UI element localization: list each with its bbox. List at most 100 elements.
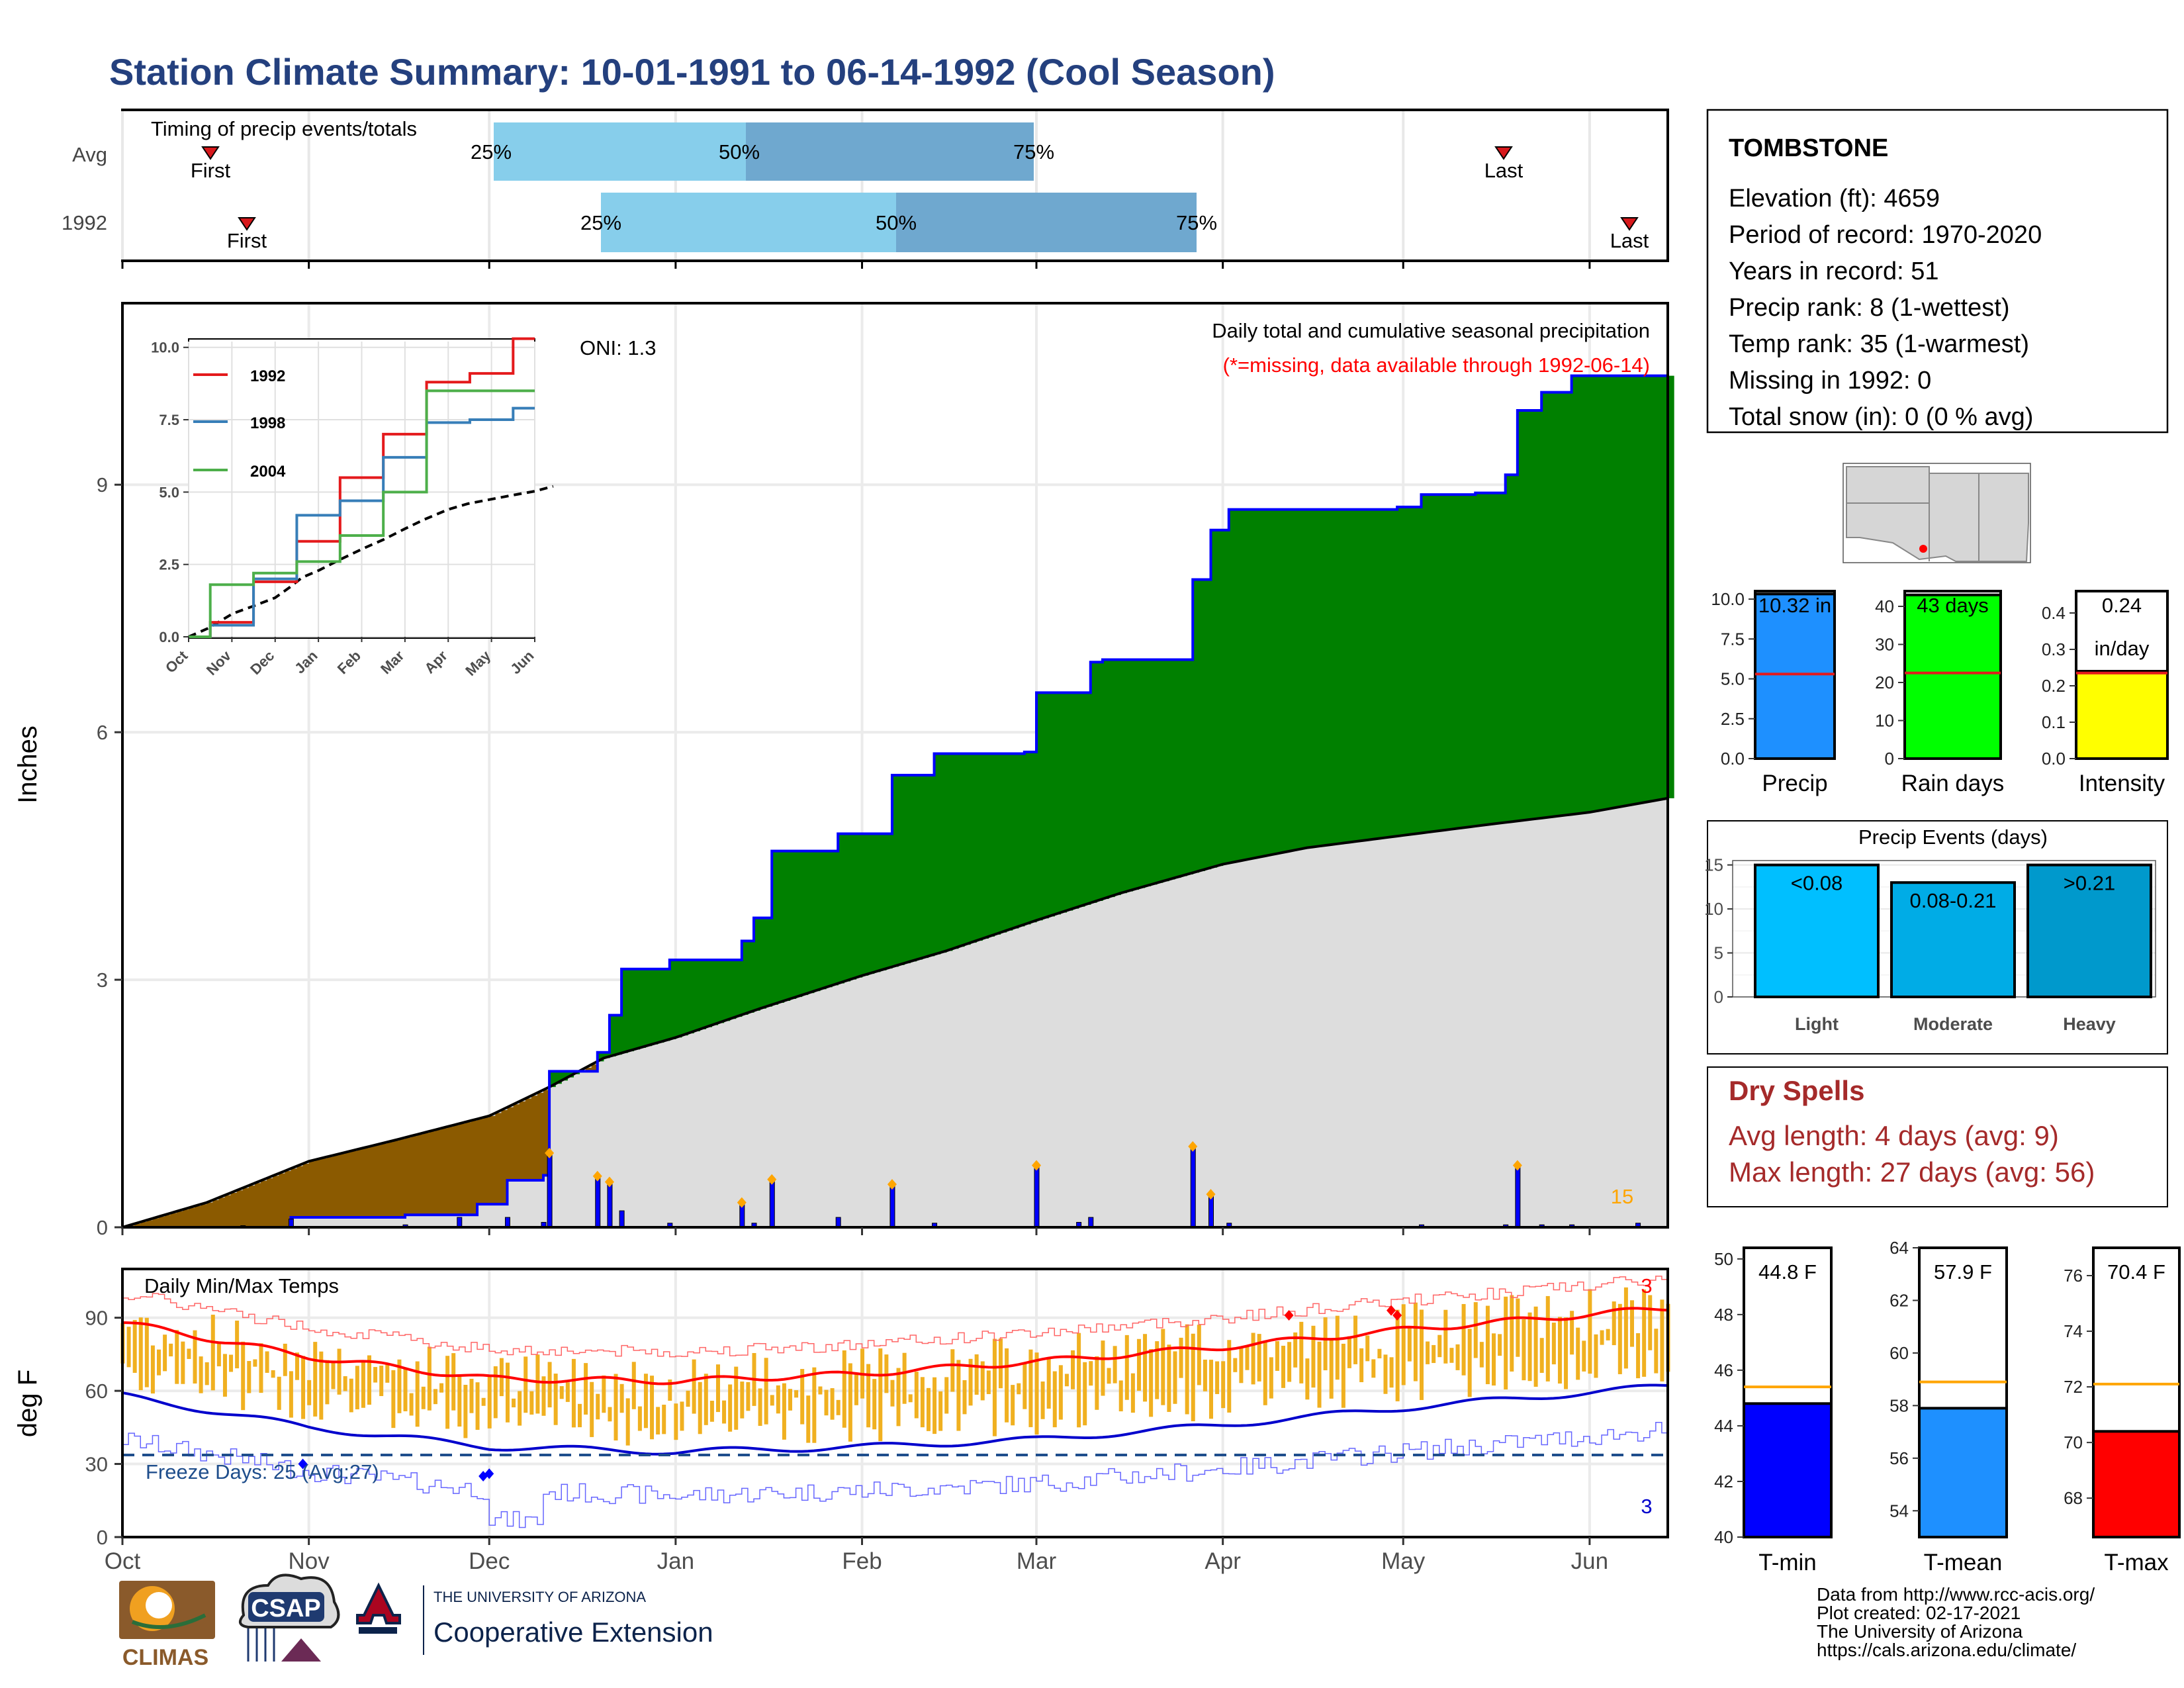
daily-temp-bar [1215,1361,1220,1394]
daily-temp-bar [1485,1305,1490,1385]
daily-temp-bar [181,1341,185,1384]
daily-temp-bar [1101,1340,1105,1396]
timing-avg-q50-q75-bar [746,122,1034,181]
freeze-days-label: Freeze Days: 25 (Avg:27) [146,1460,379,1483]
daily-temp-bar [157,1349,161,1376]
daily-temp-bar [1064,1374,1069,1387]
temp-ytick-label: 90 [85,1307,108,1330]
temp-summary-ytick-label: 62 [1889,1290,1909,1310]
summary-ytick-label: 0.1 [2042,712,2066,732]
daily-temp-bar [902,1352,907,1404]
daily-temp-bar [175,1330,179,1384]
daily-temp-bar [187,1348,191,1359]
inset-ytick-label: 0.0 [159,629,179,645]
event-bar-value: 0.08-0.21 [1910,889,1997,912]
avg-max-line [122,1307,1668,1385]
temp-summary-value: 57.9 F [1934,1260,1992,1284]
precip-ytick-label: 6 [97,721,108,744]
summary-ytick-label: 0 [1885,749,1894,769]
daily-temp-bar [764,1358,768,1425]
temp-summary-ytick-label: 50 [1714,1249,1733,1269]
daily-temp-bar [241,1341,246,1411]
daily-temp-bar [668,1379,672,1401]
daily-temp-bar [938,1391,943,1431]
daily-temp-bar [986,1370,991,1395]
month-label: Oct [105,1548,141,1574]
timing-panel: Timing of precip events/totals Avg 1992 … [62,109,1669,269]
daily-temp-bar [1185,1324,1189,1415]
daily-temp-bar [1600,1330,1604,1345]
record-high-marker [1387,1305,1396,1316]
summary-ytick-label: 30 [1875,635,1894,655]
heavy-event-marker [737,1197,747,1208]
daily-temp-bar [1479,1342,1484,1368]
event-bar-label: Light [1795,1014,1839,1034]
daily-temp-bar [403,1368,408,1411]
daily-temp-bar [487,1376,492,1429]
daily-temp-bar [1347,1336,1351,1368]
temp-summary-bar-t-mean [1918,1407,2008,1539]
daily-temp-bar [584,1363,588,1415]
timing-1992-q25-q50-bar [601,193,896,252]
daily-temp-bar [265,1351,269,1373]
daily-precip-bar [769,1179,775,1228]
daily-temp-bar [1617,1303,1622,1374]
csap-logo-text: CSAP [251,1595,321,1622]
temp-summary-label: T-mean [1924,1550,2003,1575]
daily-temp-bar [1353,1315,1358,1364]
cumulative-precip-line [122,374,1668,1229]
daily-temp-bar [1564,1317,1569,1389]
info-snow: Total snow (in): 0 (0 % avg) [1729,403,2033,431]
temp-panel: 0 30 60 90 Oct Nov Dec Jan Feb Mar Apr May Jun Daily… [13,1268,1670,1574]
summary-ytick-label: 0.0 [2042,749,2066,769]
daily-temp-bar [1275,1340,1279,1371]
daily-temp-bar [1071,1350,1075,1389]
event-bar-moderate [1890,881,2016,999]
daily-temp-bar [968,1358,973,1406]
daily-temp-bar [505,1362,510,1423]
daily-temp-bar [169,1343,173,1357]
daily-temp-bar [445,1356,450,1429]
heavy-event-marker [545,1147,555,1158]
daily-temp-bar [1329,1338,1334,1399]
daily-temp-bar [391,1370,396,1429]
temp-summary-value: 44.8 F [1758,1260,1817,1284]
daily-temp-bar [1359,1348,1364,1383]
daily-temp-bar [704,1374,708,1425]
timing-avg-q25-label: 25% [471,140,512,164]
temp-summary-ytick-label: 68 [2064,1488,2083,1508]
daily-temp-bar [1233,1358,1238,1372]
daily-temp-bar [1510,1295,1514,1372]
timing-avg-q50-label: 50% [719,140,760,164]
heavy-event-marker [1206,1189,1216,1200]
daily-temp-bar [457,1376,462,1427]
daily-temp-bar [1113,1346,1117,1383]
heavy-event-marker [604,1176,614,1188]
inset-ytick-label: 2.5 [159,557,179,573]
daily-temp-bar [301,1356,306,1419]
daily-temp-bar [920,1377,925,1428]
heavy-event-marker [767,1174,777,1185]
daily-temp-bar [337,1348,341,1395]
record-low-marker [298,1458,308,1470]
daily-temp-bar [1245,1346,1250,1370]
avg-cumulative-line [122,796,1668,1229]
daily-temp-bar [1208,1360,1213,1419]
temp-summary-ytick-label: 42 [1714,1472,1733,1491]
csap-logo: CSAP [238,1573,340,1662]
record-min-line [122,1421,1668,1528]
daily-temp-bar [475,1382,480,1430]
daily-temp-bar [962,1380,967,1415]
timing-1992-q25-label: 25% [580,211,621,234]
temp-summary-ytick-label: 64 [1889,1238,1909,1258]
station-location-dot [1919,545,1927,553]
daily-temp-bar [1118,1380,1123,1412]
summary-bar-rain-days [1903,593,2002,760]
daily-temp-bar [896,1368,901,1427]
daily-temp-bar [283,1343,287,1376]
daily-temp-bar [313,1342,318,1417]
daily-temp-bar [1389,1357,1394,1388]
events-title: Precip Events (days) [1858,825,2048,849]
footer-credits: Data from http://www.rcc-acis.org/ Plot … [1817,1584,2095,1660]
heavy-event-marker [1188,1141,1198,1152]
